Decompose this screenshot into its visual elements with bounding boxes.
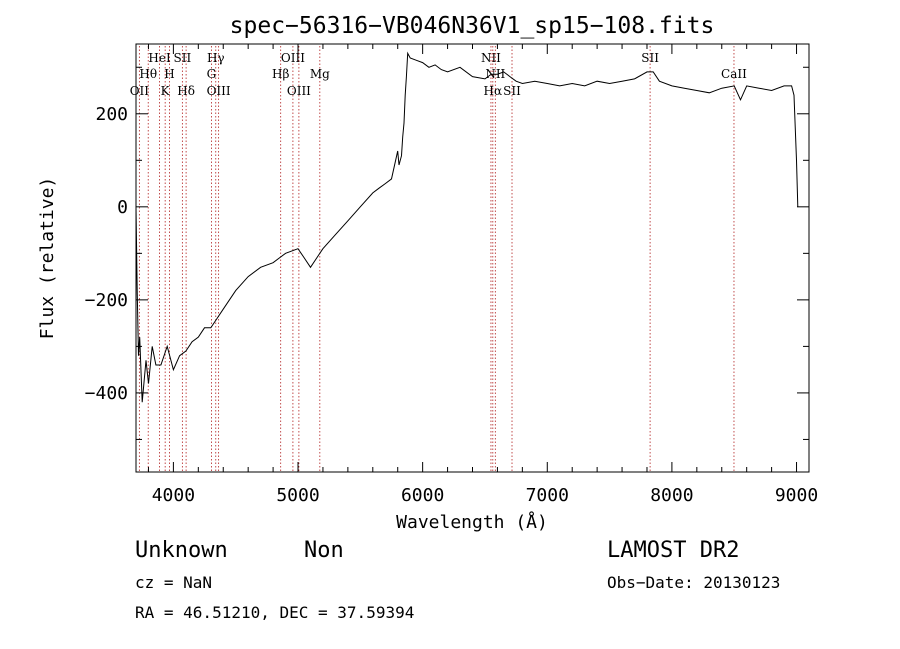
observation-date: Obs−Date: 20130123: [607, 573, 781, 592]
marker-label: SII: [174, 51, 192, 65]
x-tick-label: 5000: [276, 485, 319, 506]
marker-label: OIII: [287, 84, 311, 98]
marker-label: CaII: [721, 67, 747, 81]
marker-label: K: [161, 84, 171, 98]
x-axis-label: Wavelength (Å): [396, 511, 548, 533]
x-tick-label: 9000: [775, 485, 818, 506]
marker-label: H: [164, 67, 174, 81]
marker-label: SII: [503, 84, 521, 98]
plot-frame: [135, 43, 810, 473]
marker-label: Mg: [310, 67, 330, 81]
x-axis-ticks: 4000 5000 6000 7000 8000 9000: [147, 44, 818, 506]
marker-label: HeI: [148, 51, 171, 65]
marker-label: OIII: [207, 84, 231, 98]
marker-label: Hα: [484, 84, 503, 98]
marker-label: Hδ: [177, 84, 195, 98]
redshift-cz: cz = NaN: [135, 573, 213, 592]
marker-label: Hβ: [272, 67, 289, 81]
y-tick-label: −400: [85, 383, 128, 404]
marker-label: NII: [481, 51, 501, 65]
y-tick-label: −200: [85, 290, 128, 311]
marker-label: Hθ: [139, 67, 157, 81]
marker-label: SII: [641, 51, 659, 65]
x-tick-label: 6000: [401, 485, 444, 506]
y-axis-label: Flux (relative): [37, 177, 58, 340]
line-markers: OIIHθHeIKHSIIHδHγGOIIIHβOIIIOIIIMgNIINII…: [130, 46, 747, 472]
x-tick-label: 8000: [650, 485, 693, 506]
y-axis-ticks: −400 −200 0 200: [85, 66, 809, 440]
marker-label: OII: [130, 84, 150, 98]
spectrum-line: [135, 51, 799, 403]
marker-label: G: [207, 67, 217, 81]
marker-label: OIII: [281, 51, 305, 65]
chart-title: spec−56316−VB046N36V1_sp15−108.fits: [230, 13, 715, 39]
coordinates: RA = 46.51210, DEC = 37.59394: [135, 603, 415, 622]
y-tick-label: 0: [117, 197, 128, 218]
y-tick-label: 200: [95, 104, 128, 125]
survey-label: LAMOST DR2: [607, 538, 740, 563]
object-subclass: Non: [304, 538, 344, 563]
x-tick-label: 4000: [152, 485, 195, 506]
x-tick-label: 7000: [526, 485, 569, 506]
marker-label: Hγ: [207, 51, 225, 65]
object-class: Unknown: [135, 538, 228, 563]
